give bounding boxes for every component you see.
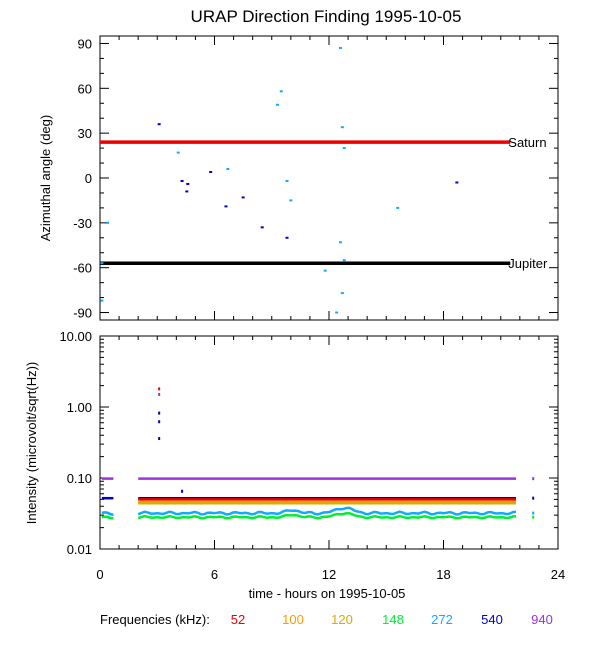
intensity-point bbox=[181, 489, 184, 493]
intensity-line-272khz bbox=[101, 511, 114, 516]
intensity-point bbox=[532, 515, 535, 519]
x-tick-label: 18 bbox=[436, 567, 450, 582]
legend-item-272khz: 272 bbox=[431, 612, 453, 627]
top-y-tick-label: 60 bbox=[78, 81, 92, 96]
intensity-point bbox=[158, 387, 161, 391]
direction-point bbox=[241, 196, 245, 199]
legend-item-940khz: 940 bbox=[531, 612, 553, 627]
direction-point bbox=[340, 126, 344, 129]
direction-point bbox=[338, 241, 342, 244]
top-reference-lines: Saturn Jupiter bbox=[100, 135, 548, 271]
direction-point bbox=[455, 181, 459, 184]
intensity-point bbox=[158, 392, 161, 396]
top-y-tick-label: -60 bbox=[73, 261, 92, 276]
bottom-y-tick-label: 1.00 bbox=[67, 400, 92, 415]
frequency-legend: Frequencies (kHz): 52 100 120 148 272 540 940 bbox=[100, 612, 553, 627]
reference-line-label: Saturn bbox=[508, 135, 546, 150]
direction-point bbox=[100, 299, 104, 302]
bottom-y-tick-label: 0.10 bbox=[67, 471, 92, 486]
direction-point bbox=[396, 206, 400, 209]
bottom-plot-ticks: 10.00 1.00 0.10 0.01 0 6 12 18 24 bbox=[59, 329, 565, 582]
direction-point bbox=[260, 226, 264, 229]
intensity-line-272khz bbox=[137, 506, 517, 516]
intensity-line-148khz bbox=[137, 511, 517, 520]
top-plot-ticks: 90 60 30 0 -30 -60 -90 bbox=[73, 36, 559, 321]
top-y-tick-label: 90 bbox=[78, 36, 92, 51]
direction-point bbox=[342, 259, 346, 262]
intensity-point bbox=[158, 437, 161, 441]
bottom-y-axis-label: Intensity (microvolt/sqrt(Hz)) bbox=[24, 362, 39, 525]
direction-point bbox=[342, 147, 346, 150]
direction-point bbox=[289, 199, 293, 202]
top-y-tick-label: -90 bbox=[73, 306, 92, 321]
direction-point bbox=[340, 292, 344, 295]
reference-line-label: Jupiter bbox=[508, 256, 548, 271]
direction-point bbox=[186, 182, 190, 185]
intensity-point bbox=[532, 477, 535, 481]
direction-point bbox=[176, 151, 180, 154]
x-axis-label: time - hours on 1995-10-05 bbox=[249, 586, 406, 601]
direction-point bbox=[100, 262, 104, 265]
legend-label: Frequencies (kHz): bbox=[100, 612, 210, 627]
intensity-point bbox=[158, 411, 161, 415]
top-y-tick-label: 30 bbox=[78, 126, 92, 141]
intensity-line-148khz bbox=[101, 515, 114, 520]
top-y-axis-label: Azimuthal angle (deg) bbox=[38, 115, 53, 241]
x-tick-label: 0 bbox=[96, 567, 103, 582]
direction-point bbox=[224, 205, 228, 208]
intensity-point bbox=[532, 496, 535, 500]
direction-point bbox=[338, 46, 342, 49]
direction-point bbox=[106, 221, 110, 224]
direction-point bbox=[285, 179, 289, 182]
direction-point bbox=[279, 90, 283, 93]
direction-point bbox=[209, 171, 213, 174]
direction-point bbox=[335, 311, 339, 314]
legend-item-52khz: 52 bbox=[231, 612, 245, 627]
top-plot-frame bbox=[99, 35, 559, 321]
direction-point bbox=[285, 236, 289, 239]
x-tick-label: 6 bbox=[211, 567, 218, 582]
legend-item-148khz: 148 bbox=[382, 612, 404, 627]
legend-item-120khz: 120 bbox=[331, 612, 353, 627]
bottom-y-tick-label: 0.01 bbox=[67, 542, 92, 557]
top-scatter-points bbox=[100, 46, 459, 314]
legend-item-540khz: 540 bbox=[481, 612, 503, 627]
top-y-tick-label: 0 bbox=[85, 171, 92, 186]
direction-point bbox=[180, 179, 184, 182]
x-tick-label: 12 bbox=[322, 567, 336, 582]
direction-point bbox=[323, 269, 327, 272]
direction-point bbox=[157, 123, 161, 126]
bottom-y-tick-label: 10.00 bbox=[59, 329, 92, 344]
x-tick-label: 24 bbox=[551, 567, 565, 582]
direction-point bbox=[275, 103, 279, 106]
intensity-point bbox=[158, 420, 161, 424]
intensity-point bbox=[532, 511, 535, 515]
legend-item-100khz: 100 bbox=[282, 612, 304, 627]
top-y-tick-label: -30 bbox=[73, 216, 92, 231]
chart-title: URAP Direction Finding 1995-10-05 bbox=[191, 7, 462, 26]
bottom-intensity-series bbox=[101, 387, 535, 520]
direction-point bbox=[185, 190, 189, 193]
direction-point bbox=[226, 168, 230, 171]
